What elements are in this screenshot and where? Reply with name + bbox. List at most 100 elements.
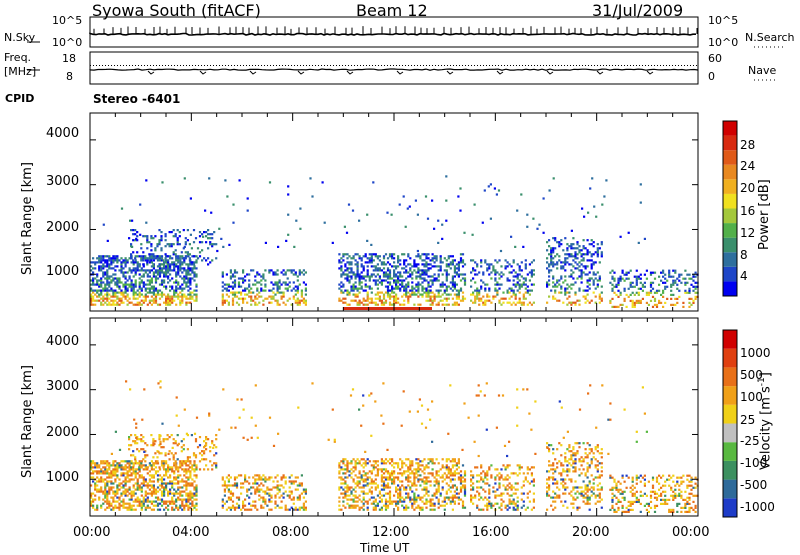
heatmap-cell — [399, 204, 401, 206]
heatmap-cell — [147, 501, 149, 503]
heatmap-cell — [464, 484, 466, 486]
heatmap-cell — [125, 292, 127, 294]
heatmap-cell — [427, 491, 429, 493]
heatmap-cell — [289, 476, 291, 478]
heatmap-cell — [224, 484, 226, 486]
heatmap-cell — [250, 505, 252, 507]
heatmap-cell — [432, 509, 434, 511]
heatmap-cell — [154, 440, 156, 442]
heatmap-cell — [133, 505, 135, 507]
heatmap-cell — [207, 229, 209, 231]
heatmap-cell — [173, 456, 175, 458]
heatmap-cell — [371, 503, 373, 505]
heatmap-cell — [383, 462, 385, 464]
heatmap-cell — [256, 273, 258, 275]
heatmap-cell — [383, 482, 385, 484]
heatmap-cell — [268, 302, 270, 304]
heatmap-cell — [436, 277, 438, 279]
heatmap-cell — [238, 474, 240, 476]
heatmap-cell — [482, 296, 484, 298]
nave-dot — [582, 65, 583, 66]
heatmap-cell — [423, 482, 425, 484]
heatmap-cell — [361, 474, 363, 476]
heatmap-cell — [425, 253, 427, 255]
heatmap-cell — [692, 280, 694, 282]
heatmap-cell — [146, 235, 148, 237]
heatmap-cell — [611, 290, 613, 292]
heatmap-cell — [464, 281, 466, 283]
heatmap-cell — [458, 292, 460, 294]
heatmap-cell — [118, 269, 120, 271]
heatmap-cell — [399, 472, 401, 474]
heatmap-cell — [102, 462, 104, 464]
nave-dot — [240, 65, 241, 66]
heatmap-cell — [138, 438, 140, 440]
heatmap-cell — [112, 482, 114, 484]
heatmap-cell — [357, 265, 359, 267]
heatmap-cell — [175, 296, 177, 298]
heatmap-cell — [122, 499, 124, 501]
heatmap-cell — [442, 281, 444, 283]
heatmap-cell — [149, 292, 151, 294]
heatmap-cell — [397, 277, 399, 279]
heatmap-cell — [361, 478, 363, 480]
nave-dot — [459, 65, 460, 66]
heatmap-cell — [151, 255, 153, 257]
heatmap-cell — [234, 484, 236, 486]
heatmap-cell — [417, 290, 419, 292]
heatmap-cell — [189, 273, 191, 275]
heatmap-cell — [562, 281, 564, 283]
nave-dot — [570, 65, 571, 66]
heatmap-cell — [248, 273, 250, 275]
heatmap-cell — [397, 462, 399, 464]
heatmap-cell — [171, 243, 173, 245]
heatmap-cell — [122, 484, 124, 486]
heatmap-cell — [350, 261, 352, 263]
heatmap-cell — [125, 281, 127, 283]
heatmap-cell — [236, 476, 238, 478]
heatmap-cell — [464, 284, 466, 286]
heatmap-cell — [432, 499, 434, 501]
heatmap-cell — [268, 478, 270, 480]
heatmap-cell — [552, 296, 554, 298]
heatmap-cell — [419, 294, 421, 296]
nave-dot — [543, 65, 544, 66]
heatmap-cell — [165, 489, 167, 491]
heatmap-cell — [367, 271, 369, 273]
heatmap-cell — [222, 298, 224, 300]
heatmap-cell — [411, 286, 413, 288]
heatmap-cell — [136, 235, 138, 237]
heatmap-cell — [359, 284, 361, 286]
heatmap-cell — [405, 458, 407, 460]
heatmap-cell — [338, 489, 340, 491]
heatmap-cell — [411, 470, 413, 472]
heatmap-cell — [110, 261, 112, 263]
heatmap-cell — [552, 275, 554, 277]
heatmap-cell — [531, 275, 533, 277]
heatmap-cell — [375, 255, 377, 257]
heatmap-cell — [230, 271, 232, 273]
heatmap-cell — [141, 281, 143, 283]
nave-dot — [594, 65, 595, 66]
heatmap-cell — [104, 462, 106, 464]
heatmap-cell — [369, 257, 371, 259]
heatmap-cell — [399, 497, 401, 499]
heatmap-cell — [430, 484, 432, 486]
heatmap-cell — [157, 497, 159, 499]
heatmap-cell — [100, 470, 102, 472]
heatmap-cell — [391, 288, 393, 290]
heatmap-cell — [151, 257, 153, 259]
heatmap-cell — [520, 193, 522, 195]
heatmap-cell — [129, 489, 131, 491]
heatmap-cell — [104, 255, 106, 257]
heatmap-cell — [456, 284, 458, 286]
heatmap-cell — [578, 245, 580, 247]
heatmap-cell — [519, 302, 521, 304]
heatmap-cell — [289, 491, 291, 493]
heatmap-cell — [230, 493, 232, 495]
heatmap-cell — [153, 486, 155, 488]
heatmap-cell — [413, 509, 415, 511]
heatmap-cell — [274, 294, 276, 296]
heatmap-cell — [438, 474, 440, 476]
heatmap-cell — [474, 269, 476, 271]
